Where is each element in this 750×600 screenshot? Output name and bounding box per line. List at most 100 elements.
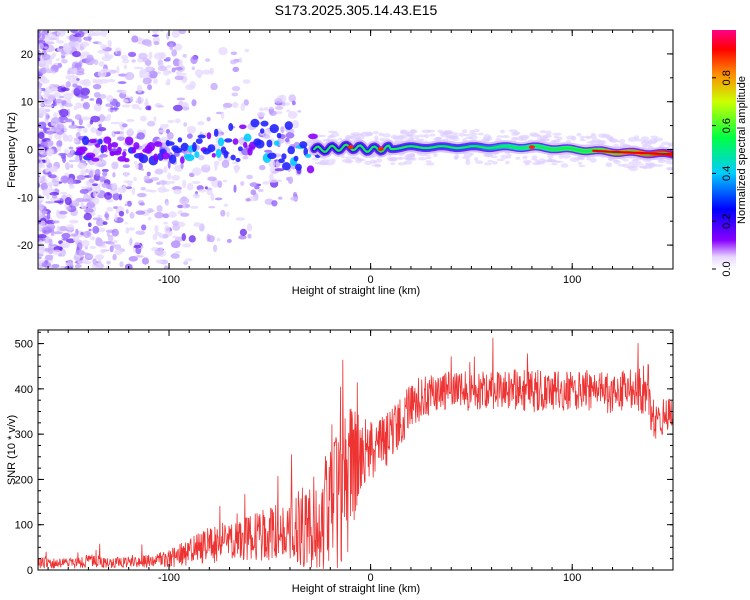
spectrogram-blob [46,182,54,187]
spectrogram-blob [63,45,73,54]
ridge-blob [78,146,88,152]
spectrogram-blob [171,220,180,226]
spectrogram-halo [474,157,479,161]
spectrogram-blob [52,220,60,224]
spectrogram-blob [121,89,127,95]
spectrogram-blob [75,132,80,138]
spectrogram-blob [184,258,193,262]
spectrogram-blob [217,180,223,188]
spectrogram-halo [511,137,517,142]
ridge-blob [107,142,112,152]
spectrogram-blob [118,193,123,201]
ridge-blob [243,133,252,142]
spectrogram-halo [463,133,471,137]
spectrogram-blob [65,75,73,80]
spectrogram-blob [292,191,298,198]
spectrogram-blob [169,42,174,51]
spectrogram-blob [38,159,41,164]
ridge-blob [217,137,225,147]
ridge-blob [184,153,195,162]
spectrogram-blob [59,244,68,247]
spectrogram-blob [131,35,139,43]
spectrogram-blob [81,204,87,210]
spectrogram-blob [206,116,211,122]
spectrogram-halo [550,159,556,163]
spectrogram-blob [129,96,134,103]
spectrogram-blob [231,92,239,97]
spectrogram-blob [123,64,128,70]
spectrogram-blob [156,105,165,108]
spectrogram-halo [382,133,391,138]
y-tick-label: 100 [15,520,33,532]
spectrogram-blob [246,223,253,232]
ridge-blob [228,122,234,132]
spectrogram-blob [56,40,65,44]
colorbar-label: Normalized spectral amplitude [736,76,748,224]
spectrogram-halo [577,161,583,165]
spectrogram-blob [51,123,58,127]
spectrogram-y-ticks: -20 -10 0 10 20 [17,29,673,270]
spectrogram-blob [167,160,171,169]
spectrogram-halo [354,158,364,161]
spectrogram-blob [57,214,67,219]
x-tick-label: 100 [563,572,581,584]
spectrogram-halo [340,155,345,159]
spectrogram-blob [171,30,180,39]
spectrogram-blob [112,192,120,201]
spectrogram-blob [194,69,204,77]
ridge-blob [123,157,130,163]
spectrogram-blob [48,174,57,179]
spectrogram-blob [80,116,91,121]
spectrogram-blob [57,210,68,215]
spectrogram-blob [178,30,187,35]
spectrogram-halo [505,160,510,165]
spectrogram-blob [240,102,246,112]
spectrogram-blob [180,162,184,169]
spectrogram-halo [371,164,381,167]
spectrogram-halo [578,164,586,168]
spectrogram-blob [249,182,259,187]
spectrogram-blob [167,119,175,124]
spectrogram-halo [345,159,354,164]
spectrogram-blob [113,206,118,209]
spectrogram-blob [140,168,144,171]
ridge-blob [276,132,282,139]
spectrogram-blob [172,104,183,112]
spectrogram-blob [45,68,54,74]
y-tick-label: 0 [27,145,33,157]
spectrogram-halo [565,139,571,143]
spectrogram-blob [119,261,124,268]
spectrogram-blob [174,75,185,81]
spectrogram-blob [137,96,142,105]
y-tick-label: -20 [17,240,33,252]
spectrogram-blob [136,84,143,94]
spectrogram-blob [94,78,103,85]
spectrogram-blob [38,146,46,155]
spectrogram-scatter [38,30,673,269]
spectrogram-halo [374,135,379,140]
spectrogram-blob [286,109,291,113]
ridge-blob [153,153,159,162]
spectrogram-blob [170,240,181,249]
spectrogram-blob [93,190,97,198]
ridge-hotspot [347,145,354,150]
spectrogram-blob [122,185,126,193]
spectrogram-blob [42,188,51,197]
spectrogram-blob [143,175,150,181]
ridge-blob [278,158,285,164]
spectrogram-blob [45,156,50,166]
spectrogram-blob [138,52,148,60]
spectrogram-blob [99,153,108,158]
spectrogram-blob [97,258,102,267]
spectrogram-halo [399,129,408,135]
spectrogram-blob [104,213,110,219]
spectrogram-blob [262,181,270,185]
spectrogram-blob [124,222,128,225]
spectrogram-blob [100,249,106,254]
spectrogram-blob [240,181,245,186]
spectrogram-blob [70,147,74,154]
spectrogram-blob [63,127,68,132]
spectrogram-halo [642,165,649,170]
spectrogram-blob [113,239,118,244]
spectrogram-blob [268,159,276,168]
